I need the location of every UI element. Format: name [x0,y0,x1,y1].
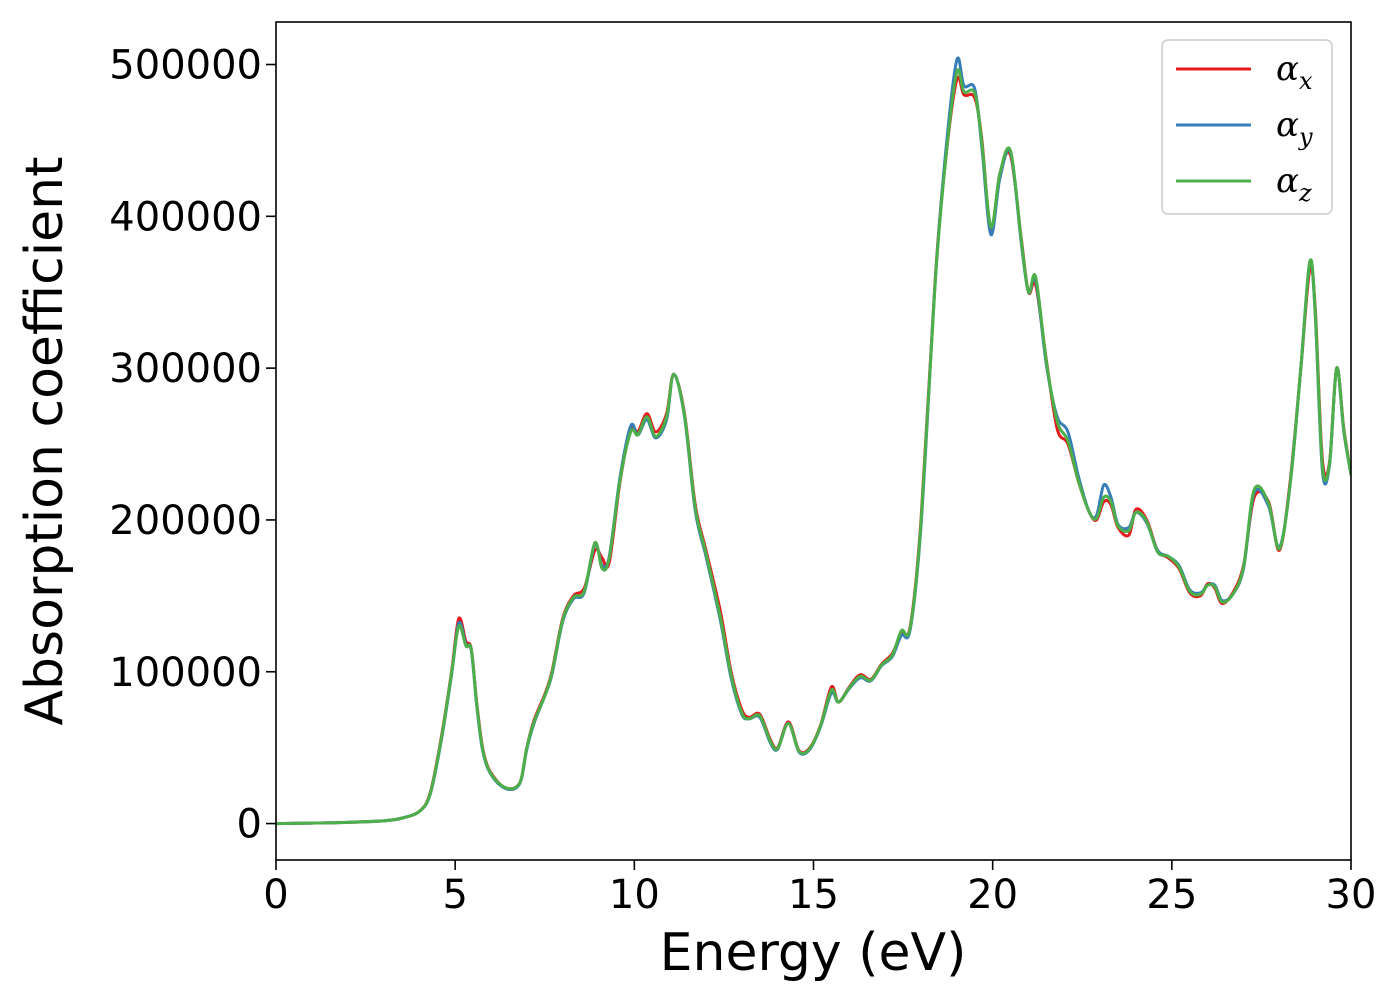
y-tick-label: 200000 [109,498,262,544]
x-tick-label: 15 [788,872,839,918]
x-tick-label: 25 [1146,872,1197,918]
legend-box [1161,39,1333,215]
y-tick-label: 500000 [109,43,262,89]
x-tick-label: 30 [1326,872,1377,918]
x-tick-label: 0 [263,872,288,918]
y-tick-label: 300000 [109,346,262,392]
y-tick-label: 100000 [109,650,262,696]
x-tick-label: 5 [442,872,467,918]
y-axis: 0 100000 200000 300000 400000 500000 [109,43,276,848]
legend-entry-label: αx [1276,49,1313,95]
y-tick-label: 400000 [109,194,262,240]
series-line-alpha-z [276,68,1351,826]
y-axis-title: Absorption coefficient [15,156,75,725]
legend-entry-label: αz [1276,161,1312,207]
x-axis: 0 5 10 15 20 25 30 [263,860,1376,918]
x-axis-title: Energy (eV) [660,923,967,983]
legend: αx αy αz [1161,39,1333,215]
y-tick-label: 0 [237,802,262,848]
x-tick-label: 10 [609,872,660,918]
x-tick-label: 20 [967,872,1018,918]
legend-entry-label: αy [1276,105,1313,151]
series-layer [276,56,1351,826]
